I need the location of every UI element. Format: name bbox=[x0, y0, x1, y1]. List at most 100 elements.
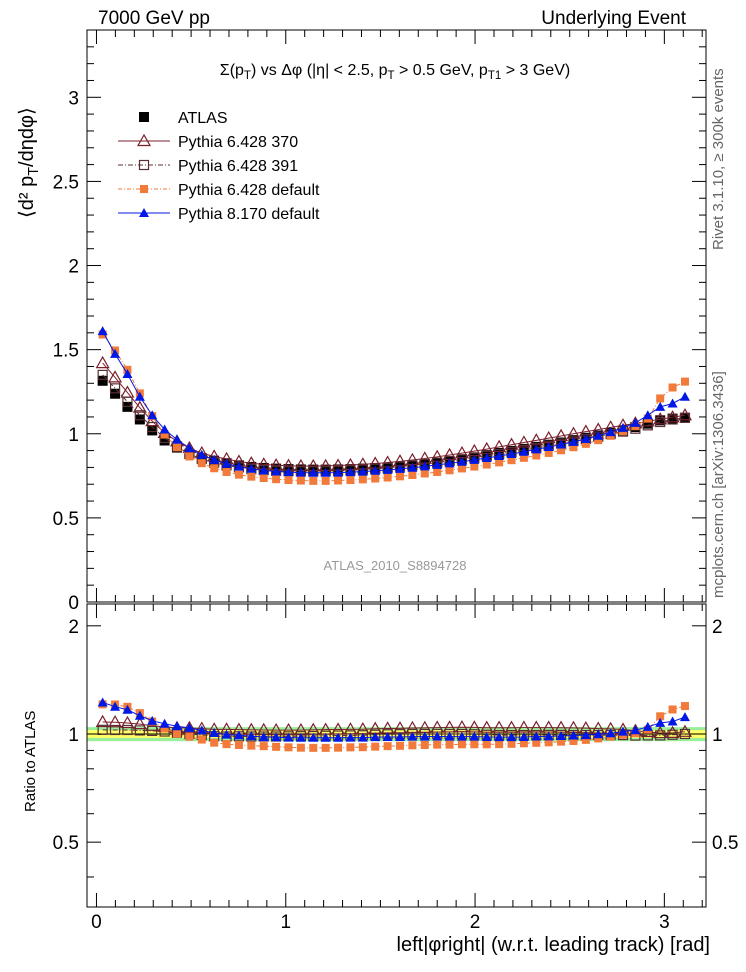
ratio-point-pythia8-default bbox=[469, 731, 480, 741]
ratio-point-pythia8-default bbox=[320, 732, 331, 742]
ratio-point-pythia6-391 bbox=[679, 728, 691, 740]
point-pythia6-default bbox=[408, 470, 417, 479]
point-pythia6-391 bbox=[667, 414, 678, 425]
ratio-point-pythia8-default bbox=[147, 715, 158, 725]
ratio-y-tick-label-right: 2 bbox=[712, 617, 723, 638]
ratio-y-tick-label-right: 1 bbox=[712, 725, 723, 746]
legend-item-pythia6-391: Pythia 6.428 391 bbox=[118, 158, 298, 175]
ratio-point-pythia6-391 bbox=[147, 725, 158, 736]
y-tick-label: 2.5 bbox=[53, 172, 79, 193]
ratio-point-pythia6-default bbox=[160, 724, 169, 733]
legend-item-pythia6-default: Pythia 6.428 default bbox=[118, 182, 320, 199]
point-pythia6-default bbox=[296, 476, 305, 485]
point-pythia8-default bbox=[593, 430, 604, 440]
ratio-point-pythia8-default bbox=[432, 731, 443, 741]
point-pythia8-default bbox=[456, 456, 467, 466]
ratio-point-pythia8-default bbox=[506, 732, 517, 742]
point-pythia8-default bbox=[171, 434, 182, 444]
ratio-point-pythia6-default bbox=[532, 738, 541, 747]
ratio-point-pythia8-default bbox=[419, 731, 430, 741]
point-pythia8-default bbox=[97, 326, 108, 336]
point-atlas bbox=[110, 388, 121, 399]
legend-label: Pythia 6.428 370 bbox=[178, 134, 298, 151]
line-pythia6-370 bbox=[102, 362, 686, 467]
point-pythia8-default bbox=[556, 439, 567, 449]
y-tick-label: 0 bbox=[68, 593, 79, 614]
ratio-point-pythia8-default bbox=[593, 729, 604, 739]
ratio-point-pythia6-370 bbox=[665, 725, 680, 738]
ratio-point-pythia6-370 bbox=[653, 725, 668, 739]
ratio-y-tick-label: 0.5 bbox=[53, 833, 79, 854]
point-pythia6-default bbox=[222, 467, 231, 476]
ratio-point-pythia8-default bbox=[667, 716, 678, 726]
x-tick-label: 2 bbox=[470, 912, 481, 933]
ratio-point-pythia8-default bbox=[580, 730, 591, 740]
legend-marker bbox=[138, 159, 150, 171]
point-atlas bbox=[97, 375, 108, 386]
point-pythia6-391 bbox=[109, 383, 121, 394]
point-pythia8-default bbox=[209, 454, 220, 464]
legend-label: Pythia 6.428 391 bbox=[178, 158, 298, 175]
main-title: Σ(pT) vs Δφ (|η| < 2.5, pT > 0.5 GeV, pT… bbox=[219, 62, 571, 83]
ratio-point-pythia6-default bbox=[433, 740, 442, 749]
ratio-point-pythia6-391 bbox=[122, 724, 133, 736]
header-left: 7000 GeV pp bbox=[98, 8, 210, 29]
point-pythia6-default bbox=[160, 430, 169, 439]
point-pythia6-default bbox=[445, 466, 454, 475]
point-pythia6-default bbox=[457, 464, 466, 473]
ratio-point-pythia8-default bbox=[134, 710, 145, 720]
y-tick-label: 2 bbox=[68, 257, 79, 278]
point-pythia8-default bbox=[233, 461, 244, 471]
point-pythia6-default bbox=[396, 472, 405, 481]
point-pythia6-default bbox=[321, 476, 330, 485]
ratio-point-pythia8-default bbox=[642, 721, 653, 731]
point-pythia6-370 bbox=[653, 412, 668, 425]
point-pythia8-default bbox=[444, 458, 455, 468]
point-pythia8-default bbox=[110, 348, 121, 358]
ratio-point-pythia6-370 bbox=[108, 715, 123, 728]
point-pythia6-default bbox=[581, 439, 590, 448]
point-pythia6-370 bbox=[677, 408, 693, 421]
ratio-point-pythia8-default bbox=[357, 732, 368, 742]
ratio-point-pythia8-default bbox=[382, 731, 393, 741]
point-pythia6-default bbox=[383, 473, 392, 482]
ratio-point-pythia8-default bbox=[494, 732, 505, 742]
point-pythia6-391 bbox=[679, 412, 691, 423]
ratio-point-pythia6-default bbox=[371, 742, 380, 751]
point-pythia8-default bbox=[258, 465, 269, 475]
point-pythia8-default bbox=[134, 391, 145, 401]
point-atlas bbox=[147, 425, 158, 436]
ratio-point-pythia8-default bbox=[370, 732, 381, 742]
ratio-point-pythia8-default bbox=[333, 732, 344, 742]
point-pythia6-default bbox=[482, 460, 491, 469]
ratio-point-pythia6-default bbox=[383, 742, 392, 751]
point-pythia6-default bbox=[334, 476, 343, 485]
point-pythia8-default bbox=[271, 466, 282, 476]
ratio-line-pythia6-370 bbox=[102, 721, 686, 734]
ratio-point-pythia8-default bbox=[97, 697, 108, 707]
ratio-y-tick-label-right: 0.5 bbox=[712, 833, 738, 854]
legend-marker bbox=[139, 112, 149, 122]
point-pythia8-default bbox=[196, 449, 207, 459]
ratio-point-pythia6-default bbox=[557, 737, 566, 746]
point-pythia6-default bbox=[470, 462, 479, 471]
point-pythia8-default bbox=[531, 444, 542, 454]
ratio-point-pythia8-default bbox=[395, 731, 406, 741]
point-pythia6-default bbox=[234, 470, 243, 479]
point-pythia6-370 bbox=[108, 370, 123, 383]
point-pythia8-default bbox=[618, 422, 629, 432]
point-pythia6-default bbox=[185, 452, 194, 461]
ratio-panel-frame bbox=[86, 603, 707, 908]
point-pythia8-default bbox=[580, 433, 591, 443]
legend: ATLAS Pythia 6.428 370 Pythia 6.428 391 Pyt… bbox=[118, 110, 320, 223]
ratio-point-pythia6-default bbox=[321, 743, 330, 752]
ratio-point-pythia8-default bbox=[271, 732, 282, 742]
point-pythia6-391 bbox=[147, 421, 158, 433]
ratio-point-pythia8-default bbox=[110, 701, 121, 711]
legend-item-pythia8-default: Pythia 8.170 default bbox=[118, 206, 320, 223]
point-pythia6-default bbox=[197, 459, 206, 468]
ratio-point-pythia6-default bbox=[445, 740, 454, 749]
legend-item-atlas: ATLAS bbox=[139, 110, 228, 127]
ratio-y-axis-label: Ratio to ATLAS bbox=[22, 710, 39, 812]
